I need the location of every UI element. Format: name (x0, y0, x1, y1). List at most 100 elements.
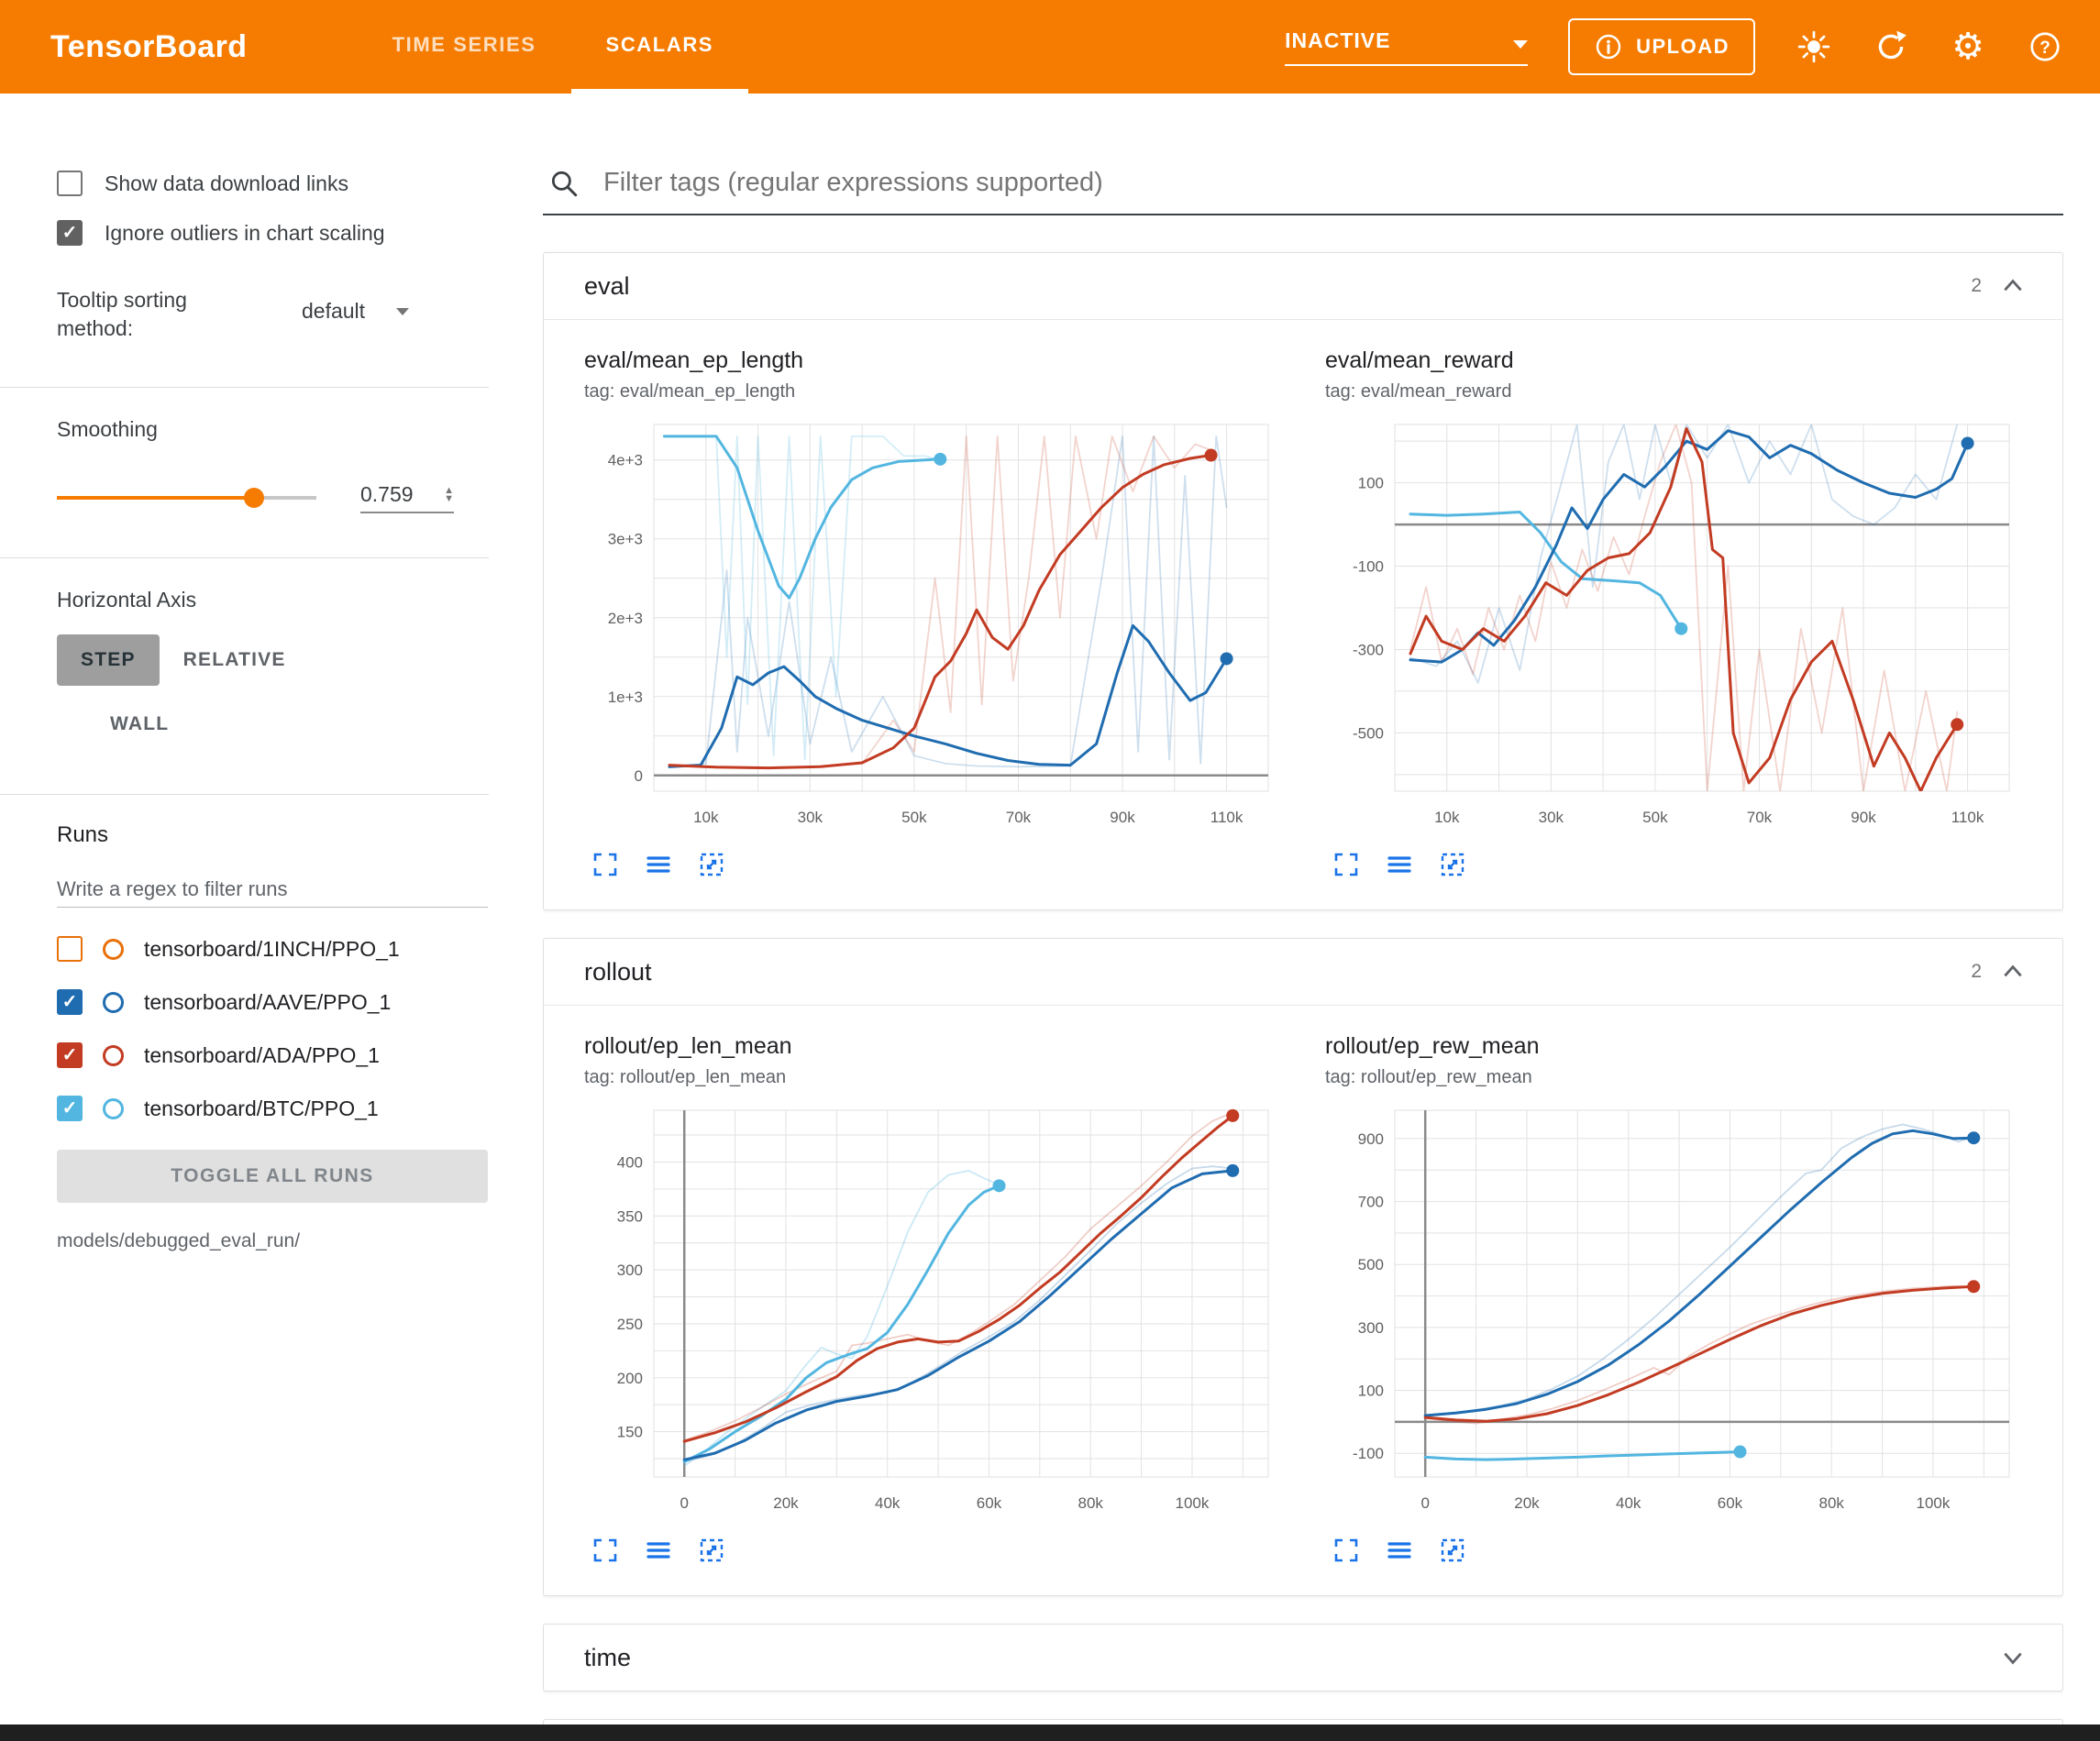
fit-data-icon[interactable] (1439, 1537, 1466, 1564)
line-chart-canvas[interactable]: 10k 30k 50k 70k 90k 110k -500 -300 -100 100 (1318, 413, 2033, 840)
card-rollout-header[interactable]: rollout 2 (544, 939, 2062, 1006)
series-end-dot (1226, 1163, 1240, 1177)
axis-relative-button[interactable]: RELATIVE (160, 634, 310, 686)
toggle-all-runs-button[interactable]: TOGGLE ALL RUNS (57, 1150, 488, 1204)
run-row-ada[interactable]: tensorboard/ADA/PPO_1 (57, 1029, 514, 1082)
card-eval-header[interactable]: eval 2 (544, 253, 2062, 320)
show-download-checkbox[interactable] (57, 171, 83, 196)
svg-text:500: 500 (1358, 1256, 1384, 1273)
run-row-aave[interactable]: tensorboard/AAVE/PPO_1 (57, 975, 514, 1029)
line-chart[interactable]: 10k 30k 50k 70k 90k 110k 0 1e+3 2e+3 3e+3 4e+3 (577, 413, 1283, 835)
axis-wall-button[interactable]: WALL (86, 699, 193, 750)
chart-tag: tag: eval/mean_reward (1325, 381, 1512, 402)
tab-time-series[interactable]: TIME SERIES (392, 32, 536, 56)
axis-step-button[interactable]: STEP (57, 634, 160, 687)
collapse-icon[interactable] (2000, 1645, 2026, 1670)
series-end-dot (934, 452, 947, 466)
fullscreen-icon[interactable] (1332, 1537, 1360, 1564)
tab-scalars[interactable]: SCALARS (570, 0, 749, 94)
run-checkbox[interactable] (57, 989, 83, 1016)
brightness-icon[interactable] (1796, 28, 1832, 65)
run-list: tensorboard/1INCH/PPO_1 tensorboard/AAVE… (57, 922, 514, 1135)
series-ADA (1423, 1284, 1975, 1423)
chart-rollout-ep-len-mean: rollout/ep_len_mean tag: rollout/ep_len_… (564, 1033, 1305, 1564)
svg-text:70k: 70k (1747, 809, 1773, 826)
dashboard-main: eval 2 eval/mean_ep_length tag: eval/mea… (543, 94, 2063, 1724)
svg-text:-100: -100 (1353, 558, 1384, 576)
search-icon (548, 168, 580, 199)
line-chart[interactable]: 10k 30k 50k 70k 90k 110k -500 -300 -100 100 (1318, 413, 2024, 835)
smoothing-value-input[interactable]: 0.759 (360, 482, 454, 514)
chart-toolbar (1332, 851, 2033, 878)
svg-text:80k: 80k (1078, 1494, 1103, 1512)
series-BTC (1423, 1450, 1741, 1461)
ignore-outliers-row[interactable]: Ignore outliers in chart scaling (57, 220, 514, 246)
tooltip-sorting-row: Tooltip sorting method: default (57, 286, 514, 343)
line-chart-canvas[interactable]: 0 20k 40k 60k 80k 100k 150 200 250 300 350 400 (577, 1099, 1292, 1526)
settings-sidebar: Show data download links Ignore outliers… (0, 94, 514, 1724)
upload-button[interactable]: UPLOAD (1568, 18, 1755, 75)
status-dropdown[interactable]: INACTIVE (1285, 28, 1529, 66)
horizontal-axis-buttons: STEP RELATIVE WALL (57, 634, 369, 750)
fullscreen-icon[interactable] (1332, 851, 1360, 878)
run-label: tensorboard/1INCH/PPO_1 (144, 936, 400, 961)
run-checkbox[interactable] (57, 1042, 83, 1069)
chart-tag: tag: rollout/ep_rew_mean (1325, 1067, 1532, 1087)
collapse-icon[interactable] (2000, 273, 2026, 299)
run-row-btc[interactable]: tensorboard/BTC/PPO_1 (57, 1082, 514, 1135)
tag-filter-input[interactable] (602, 167, 2063, 199)
settings-icon[interactable] (1950, 28, 1986, 65)
series-AAVE-raw (683, 1165, 1234, 1463)
fit-data-icon[interactable] (698, 851, 725, 878)
fullscreen-icon[interactable] (591, 851, 619, 878)
series-end-dot (1204, 448, 1218, 462)
card-time-header[interactable]: time (544, 1625, 2062, 1691)
fit-data-icon[interactable] (698, 1537, 725, 1564)
svg-text:100k: 100k (1917, 1494, 1951, 1512)
run-color-icon (103, 1044, 124, 1066)
collapse-icon[interactable] (2000, 959, 2026, 985)
data-table-icon[interactable] (1386, 1537, 1413, 1564)
chevron-down-icon (1513, 39, 1529, 49)
series-ADA-raw (1424, 1284, 1975, 1425)
run-checkbox[interactable] (57, 936, 83, 963)
slider-knob[interactable] (243, 488, 264, 509)
app-title: TensorBoard (50, 28, 248, 64)
svg-text:80k: 80k (1818, 1494, 1844, 1512)
series-ADA (682, 1114, 1234, 1443)
header-actions: INACTIVE UPLOAD ? (1285, 18, 2063, 75)
card-rollout: rollout 2 rollout/ep_len_mean tag: rollo… (543, 938, 2063, 1596)
series-end-dot (1951, 718, 1964, 732)
svg-text:100k: 100k (1176, 1494, 1210, 1512)
info-icon (1594, 32, 1623, 61)
number-stepper-icon[interactable] (444, 487, 454, 503)
line-chart-canvas[interactable]: 0 20k 40k 60k 80k 100k -100 100 300 500 700 900 (1318, 1099, 2033, 1526)
chart-toolbar (591, 1537, 1292, 1564)
run-checkbox[interactable] (57, 1096, 83, 1122)
tooltip-sorting-select[interactable]: default (302, 299, 410, 324)
help-icon[interactable]: ? (2027, 28, 2063, 65)
data-table-icon[interactable] (645, 1537, 672, 1564)
line-chart[interactable]: 0 20k 40k 60k 80k 100k 150 200 250 300 350 400 (577, 1099, 1283, 1521)
divider (0, 557, 489, 559)
data-table-icon[interactable] (645, 851, 672, 878)
show-download-label: Show data download links (105, 171, 348, 195)
run-row-1inch[interactable]: tensorboard/1INCH/PPO_1 (57, 922, 514, 975)
smoothing-slider[interactable] (57, 488, 316, 509)
fullscreen-icon[interactable] (591, 1537, 619, 1564)
refresh-icon[interactable] (1873, 28, 1909, 65)
show-download-row[interactable]: Show data download links (57, 171, 514, 196)
fit-data-icon[interactable] (1439, 851, 1466, 878)
series-AAVE (668, 623, 1229, 768)
ignore-outliers-checkbox[interactable] (57, 220, 83, 246)
line-chart-canvas[interactable]: 10k 30k 50k 70k 90k 110k 0 1e+3 2e+3 3e+3 4e+3 (577, 413, 1292, 840)
slider-fill (57, 496, 254, 501)
run-color-icon (103, 991, 124, 1013)
svg-text:0: 0 (1420, 1494, 1429, 1512)
app-header: TensorBoard TIME SERIES SCALARS INACTIVE… (0, 0, 2100, 94)
runs-filter-input[interactable] (57, 872, 488, 909)
line-chart[interactable]: 0 20k 40k 60k 80k 100k -100 100 300 500 700 900 (1318, 1099, 2024, 1521)
series-ADA-raw (1409, 424, 1959, 791)
svg-text:250: 250 (617, 1316, 643, 1333)
data-table-icon[interactable] (1386, 851, 1413, 878)
